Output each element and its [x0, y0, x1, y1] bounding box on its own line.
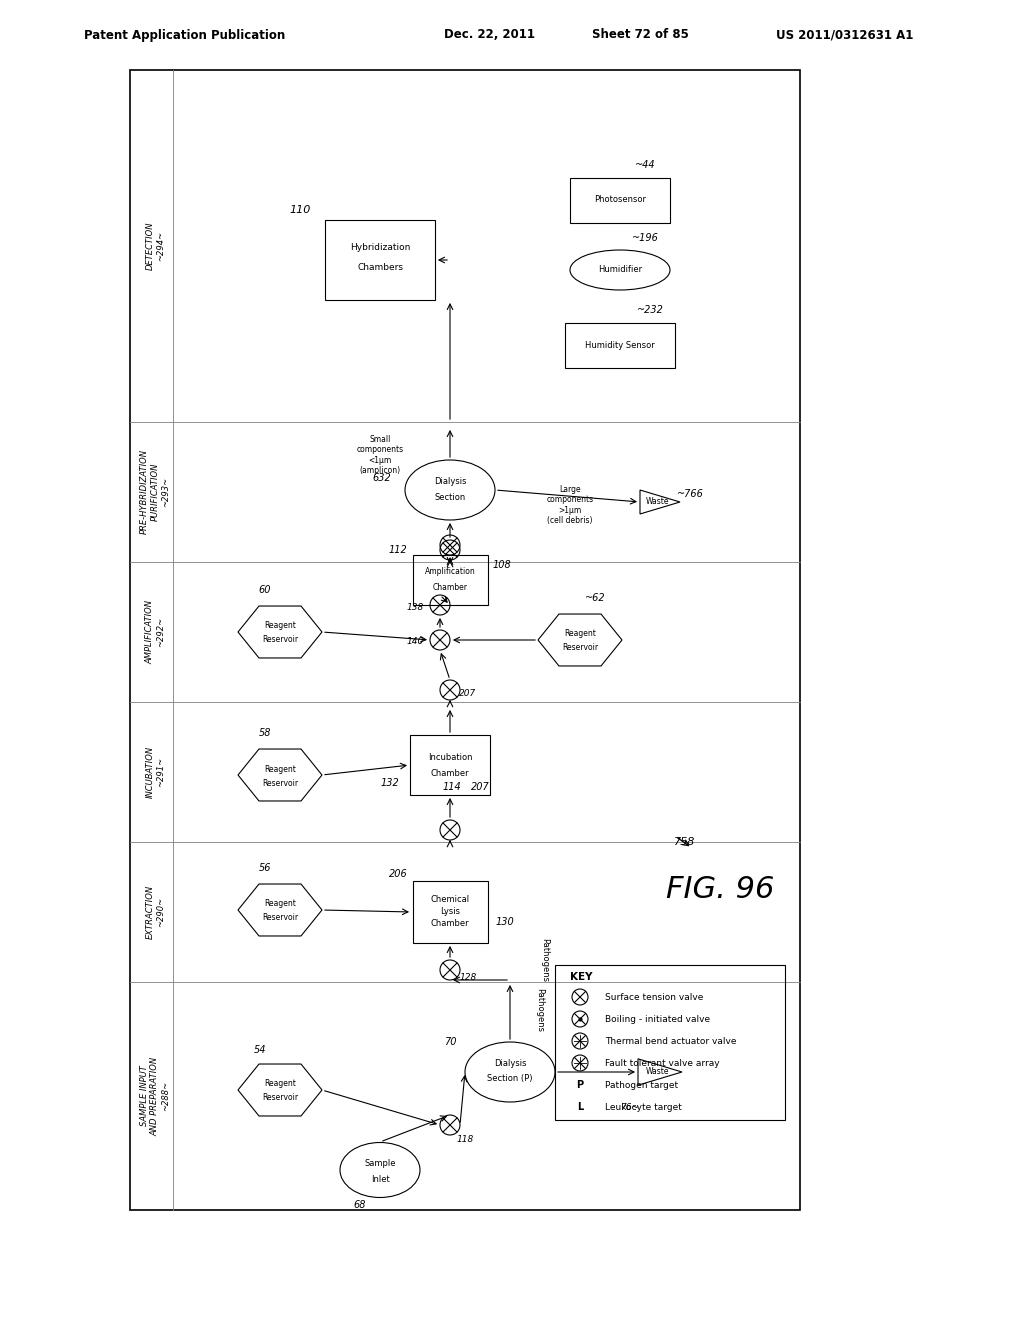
Text: 60: 60 — [259, 585, 271, 595]
Text: Dec. 22, 2011: Dec. 22, 2011 — [444, 29, 536, 41]
Bar — [130, 70, 800, 1210]
Text: Reagent: Reagent — [264, 1080, 296, 1089]
Text: 76~: 76~ — [621, 1102, 640, 1111]
Text: P: P — [577, 1080, 584, 1090]
Text: Surface tension valve: Surface tension valve — [605, 993, 703, 1002]
Text: Chamber: Chamber — [432, 583, 468, 593]
Text: Sheet 72 of 85: Sheet 72 of 85 — [592, 29, 688, 41]
Text: 112: 112 — [389, 545, 408, 554]
Text: 138: 138 — [407, 602, 424, 611]
Text: Pathogens: Pathogens — [541, 939, 550, 982]
Text: Hybridization: Hybridization — [350, 243, 411, 252]
Bar — [565, 322, 675, 367]
Text: 206: 206 — [389, 869, 408, 879]
Text: 110: 110 — [290, 205, 310, 215]
Text: Photosensor: Photosensor — [594, 195, 646, 205]
Text: Sample: Sample — [365, 1159, 395, 1168]
Text: 207: 207 — [460, 689, 476, 698]
Text: ~44: ~44 — [635, 160, 655, 170]
Text: Lysis: Lysis — [440, 908, 460, 916]
Text: Chambers: Chambers — [357, 264, 403, 272]
Bar — [570, 177, 670, 223]
Text: Reagent: Reagent — [564, 630, 596, 639]
Text: Reagent: Reagent — [264, 764, 296, 774]
Text: ~62: ~62 — [585, 593, 605, 603]
Bar — [555, 965, 785, 1119]
Text: Patent Application Publication: Patent Application Publication — [84, 29, 286, 41]
Text: SAMPLE INPUT
AND PREPARATION
~288~: SAMPLE INPUT AND PREPARATION ~288~ — [140, 1056, 170, 1135]
Text: 108: 108 — [493, 560, 511, 570]
Text: 58: 58 — [259, 729, 271, 738]
Text: Humidifier: Humidifier — [598, 265, 642, 275]
Text: Reservoir: Reservoir — [262, 913, 298, 923]
Text: L: L — [577, 1102, 583, 1111]
Text: ~232: ~232 — [637, 305, 664, 315]
Text: 54: 54 — [254, 1045, 266, 1055]
Text: Dialysis: Dialysis — [494, 1060, 526, 1068]
Text: Section: Section — [434, 494, 466, 503]
Bar — [325, 220, 435, 300]
Text: 632: 632 — [373, 473, 391, 483]
Text: Boiling - initiated valve: Boiling - initiated valve — [605, 1015, 710, 1023]
Text: Chemical: Chemical — [430, 895, 470, 904]
Text: 140: 140 — [407, 638, 424, 647]
Text: Reagent: Reagent — [264, 899, 296, 908]
Text: Chamber: Chamber — [431, 920, 469, 928]
Text: INCUBATION
~291~: INCUBATION ~291~ — [145, 746, 165, 799]
Text: AMPLIFICATION
~292~: AMPLIFICATION ~292~ — [145, 601, 165, 664]
Text: Dialysis: Dialysis — [434, 478, 466, 487]
Text: US 2011/0312631 A1: US 2011/0312631 A1 — [776, 29, 913, 41]
Text: Leukocyte target: Leukocyte target — [605, 1102, 682, 1111]
Text: Pathogen target: Pathogen target — [605, 1081, 678, 1089]
Text: 70: 70 — [443, 1038, 457, 1047]
Bar — [413, 880, 487, 942]
Text: Reservoir: Reservoir — [262, 1093, 298, 1102]
Text: Inlet: Inlet — [371, 1176, 389, 1184]
Text: 758: 758 — [675, 837, 695, 847]
Text: ~196: ~196 — [632, 234, 658, 243]
Text: KEY: KEY — [570, 972, 593, 982]
Text: Chamber: Chamber — [431, 768, 469, 777]
Text: Reservoir: Reservoir — [262, 779, 298, 788]
Text: FIG. 96: FIG. 96 — [666, 875, 774, 904]
Text: 130: 130 — [496, 917, 514, 927]
Text: Amplification: Amplification — [425, 568, 475, 577]
Text: Reservoir: Reservoir — [562, 644, 598, 652]
Text: Waste: Waste — [646, 1068, 670, 1077]
Text: Small
components
<1µm
(amplicon): Small components <1µm (amplicon) — [356, 434, 403, 475]
Text: 132: 132 — [381, 777, 399, 788]
Text: PRE-HYBRIDIZATION
PURIFICATION
~293~: PRE-HYBRIDIZATION PURIFICATION ~293~ — [140, 450, 170, 535]
Text: DETECTION
~294~: DETECTION ~294~ — [145, 222, 165, 271]
Text: Fault tolerant valve array: Fault tolerant valve array — [605, 1059, 720, 1068]
Text: 118: 118 — [457, 1135, 474, 1144]
Text: Thermal bend actuator valve: Thermal bend actuator valve — [605, 1036, 736, 1045]
Text: Waste: Waste — [646, 498, 670, 507]
Text: Reservoir: Reservoir — [262, 635, 298, 644]
Text: ~766: ~766 — [677, 488, 703, 499]
Text: EXTRACTION
~290~: EXTRACTION ~290~ — [145, 884, 165, 939]
Text: 56: 56 — [259, 863, 271, 873]
Text: 114: 114 — [442, 781, 462, 792]
Text: Humidity Sensor: Humidity Sensor — [585, 341, 655, 350]
Bar — [413, 554, 487, 605]
Text: Reagent: Reagent — [264, 622, 296, 631]
Text: 128: 128 — [460, 974, 476, 982]
Text: 207: 207 — [471, 781, 489, 792]
Text: Section (P): Section (P) — [487, 1073, 532, 1082]
Text: 68: 68 — [353, 1200, 367, 1210]
Bar — [410, 735, 490, 795]
Text: Pathogens: Pathogens — [536, 987, 545, 1032]
Text: Large
components
>1µm
(cell debris): Large components >1µm (cell debris) — [547, 484, 594, 525]
Text: Incubation: Incubation — [428, 752, 472, 762]
